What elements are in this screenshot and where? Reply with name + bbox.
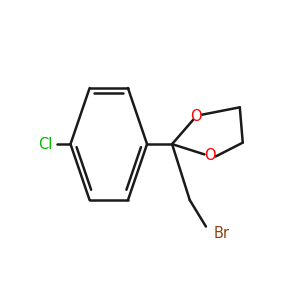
Text: O: O	[190, 109, 202, 124]
Text: Cl: Cl	[38, 136, 53, 152]
Text: O: O	[205, 148, 216, 164]
Text: Br: Br	[213, 226, 229, 242]
